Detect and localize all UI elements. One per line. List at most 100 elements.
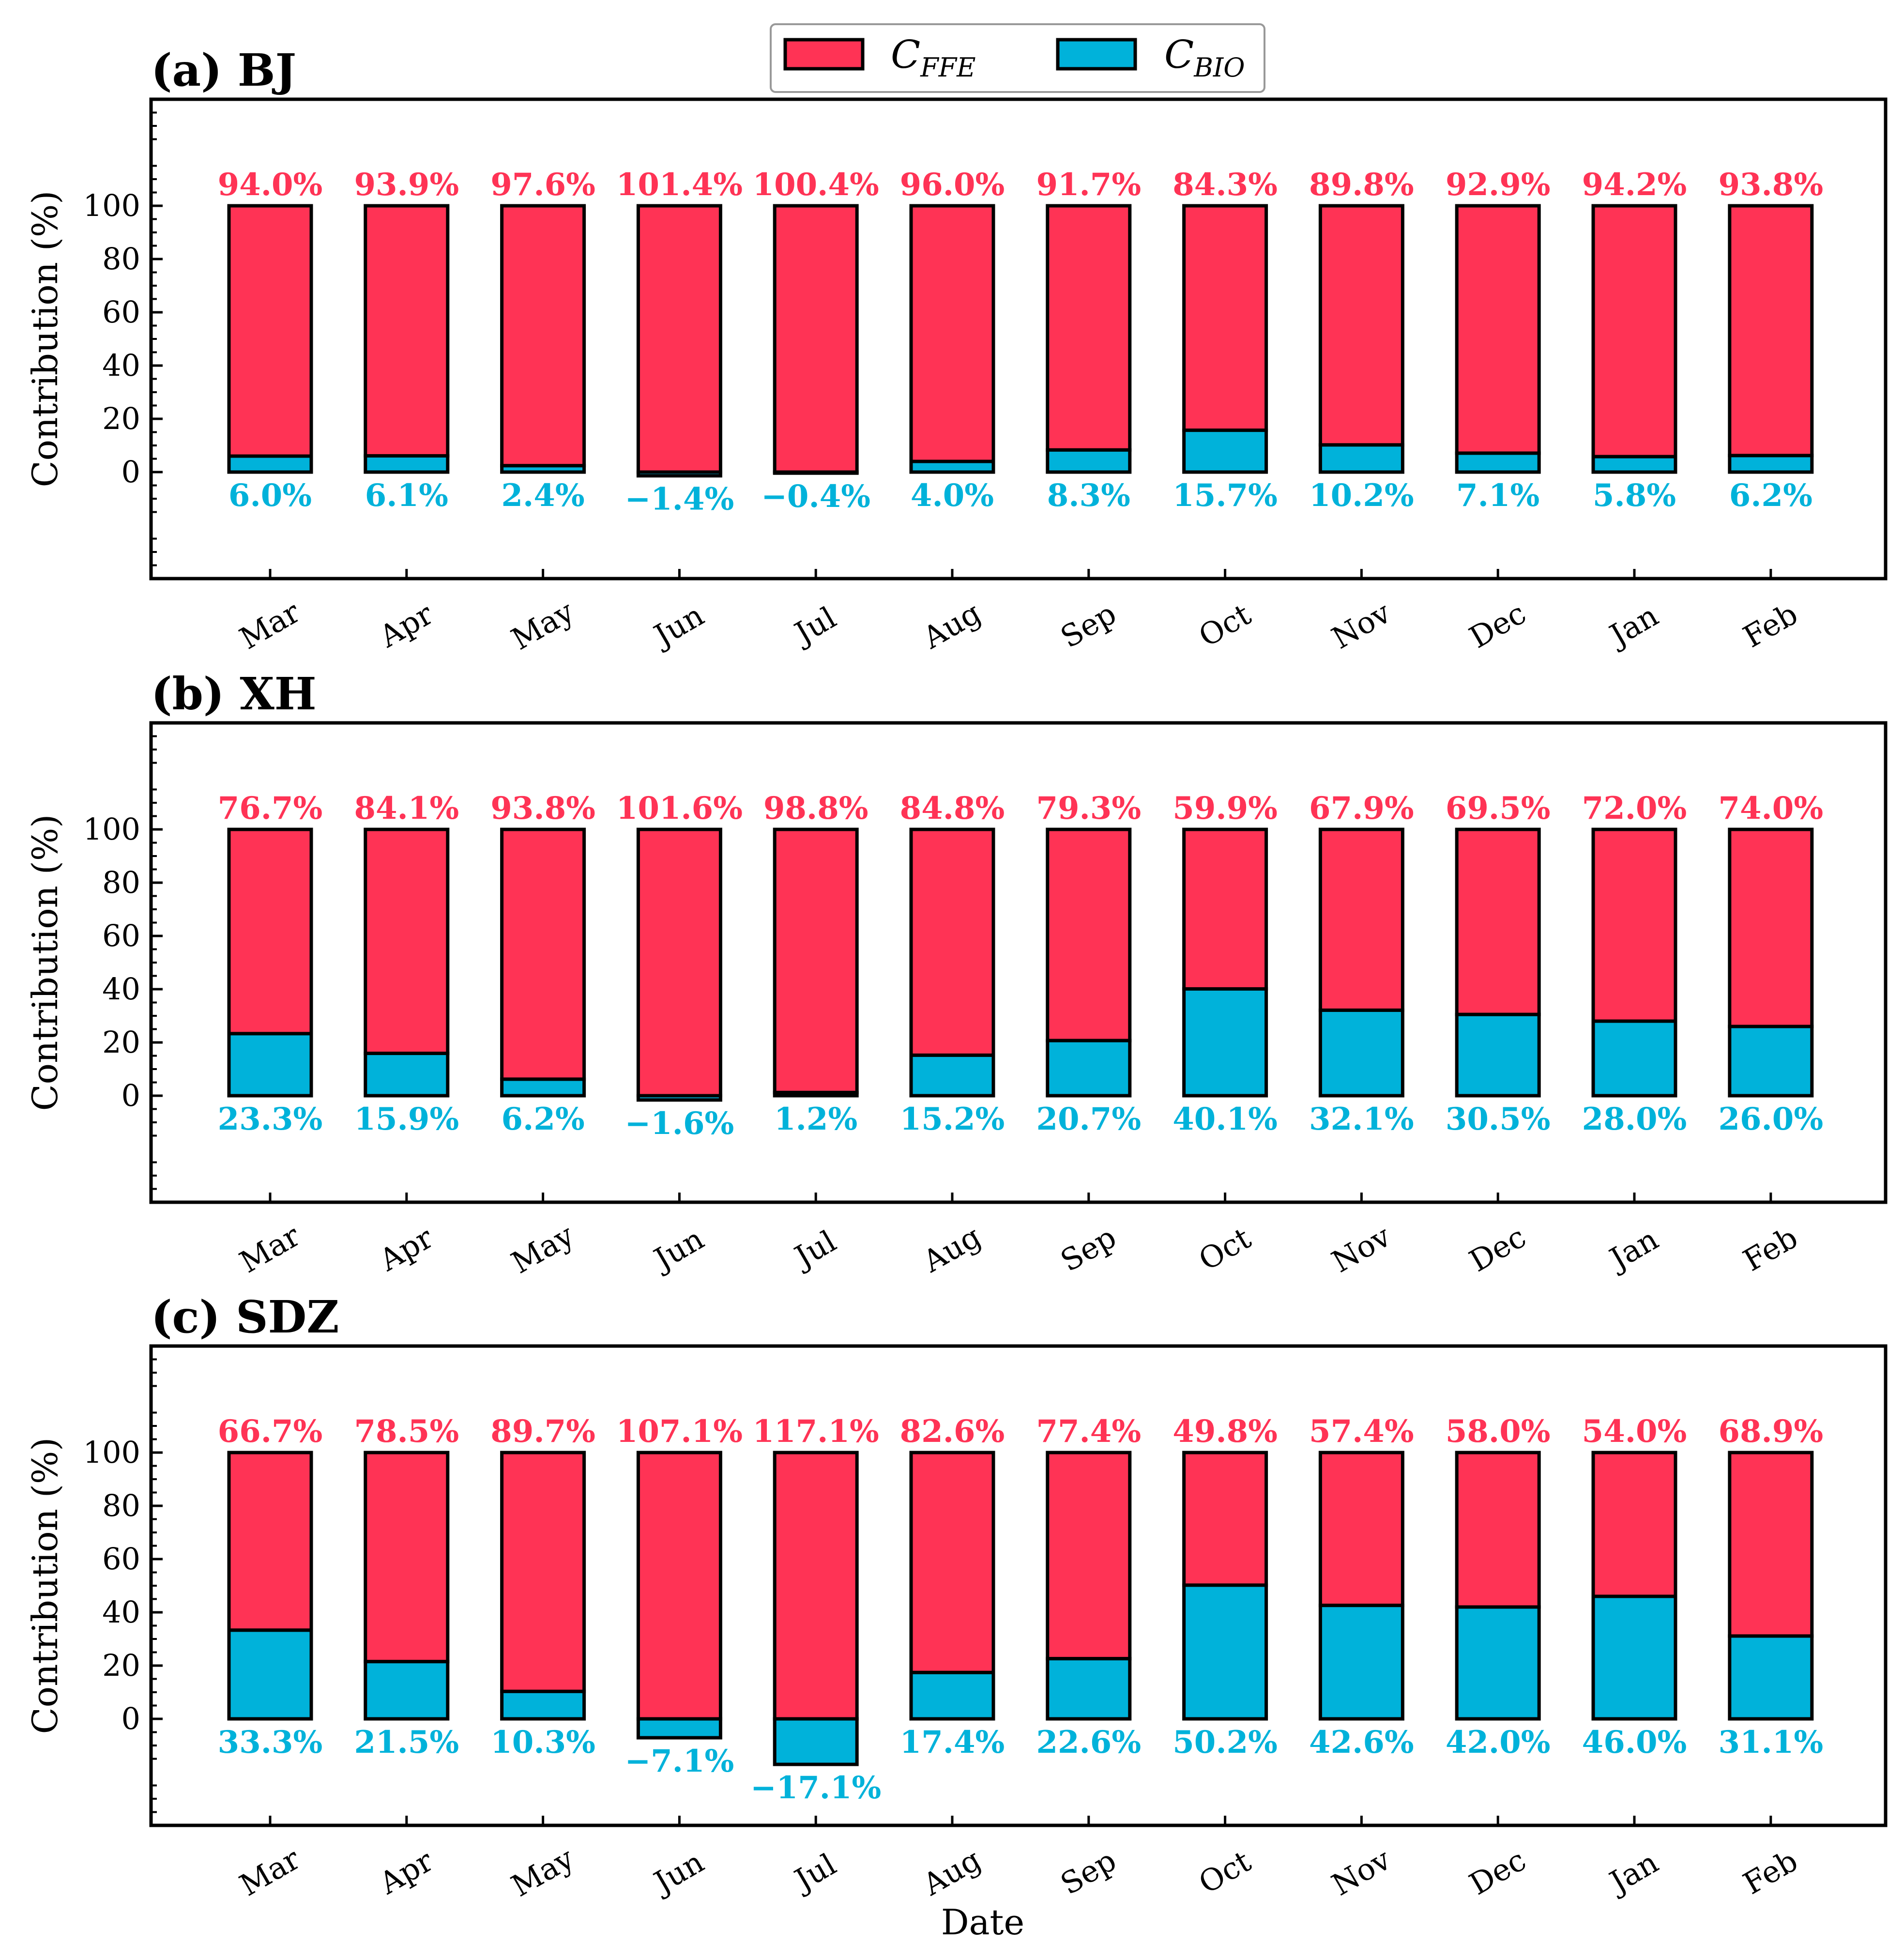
panel-title: (b) XH xyxy=(151,668,317,720)
label-ffe: 94.0% xyxy=(218,167,323,203)
label-ffe: 68.9% xyxy=(1718,1413,1823,1450)
y-tick-label: 40 xyxy=(102,1594,140,1630)
bar-bio xyxy=(364,1660,450,1721)
label-bio: 6.1% xyxy=(365,477,448,514)
label-ffe: 89.7% xyxy=(490,1413,595,1450)
label-ffe: 107.1% xyxy=(616,1413,743,1450)
bar-bio xyxy=(1591,1019,1677,1098)
label-bio: 26.0% xyxy=(1718,1101,1823,1137)
label-bio: 15.2% xyxy=(900,1101,1005,1137)
y-tick-label: 20 xyxy=(102,401,140,436)
label-bio: 10.3% xyxy=(490,1724,595,1760)
bar-bio xyxy=(364,1052,450,1098)
label-ffe: 69.5% xyxy=(1446,790,1551,827)
bar-ffe xyxy=(1591,204,1677,459)
bar-bio xyxy=(1318,443,1404,474)
bar-ffe xyxy=(1455,204,1541,455)
bar-group-jun: 101.6% −1.6% Jun xyxy=(616,790,743,1278)
label-bio: 4.0% xyxy=(911,477,994,514)
bar-group-feb: 74.0% 26.0% Feb xyxy=(1718,790,1823,1278)
bar-bio xyxy=(500,464,586,474)
panel-2: (b) XH 0 20 40 60 80 100 Contribution (%) 76.7% 2… xyxy=(25,668,1888,1281)
label-bio: 8.3% xyxy=(1047,477,1130,514)
bar-ffe xyxy=(636,204,722,474)
y-tick-label: 0 xyxy=(122,454,140,490)
label-ffe: 72.0% xyxy=(1582,790,1687,827)
label-bio: −0.4% xyxy=(761,478,870,515)
x-tick-label: Jun xyxy=(646,597,710,655)
bar-ffe xyxy=(227,1451,313,1632)
bar-ffe xyxy=(909,204,995,463)
legend-label-bio: CBIO xyxy=(1164,32,1245,83)
bar-ffe xyxy=(1318,204,1404,447)
bar-group-mar: 66.7% 33.3% Mar xyxy=(218,1413,323,1903)
label-ffe: 67.9% xyxy=(1309,790,1414,827)
x-tick-label: Apr xyxy=(373,596,439,655)
bar-group-apr: 84.1% 15.9% Apr xyxy=(354,790,459,1278)
bar-ffe xyxy=(909,1451,995,1674)
x-tick-label: Nov xyxy=(1326,595,1397,656)
bar-group-aug: 82.6% 17.4% Aug xyxy=(900,1413,1005,1903)
label-ffe: 89.8% xyxy=(1309,167,1414,203)
label-ffe: 98.8% xyxy=(763,790,868,827)
bar-group-aug: 84.8% 15.2% Aug xyxy=(900,790,1005,1280)
bar-ffe xyxy=(1046,204,1132,452)
bar-group-dec: 92.9% 7.1% Dec xyxy=(1446,167,1551,655)
bar-bio xyxy=(773,1717,859,1766)
label-bio: 30.5% xyxy=(1446,1101,1551,1137)
x-tick-label: Jun xyxy=(646,1221,710,1279)
label-bio: 40.1% xyxy=(1173,1101,1278,1137)
y-tick-label: 40 xyxy=(102,971,140,1007)
y-tick-label: 0 xyxy=(122,1701,140,1736)
x-tick-label: Jan xyxy=(1601,1844,1664,1901)
bar-ffe xyxy=(1591,827,1677,1023)
x-tick-label: Jul xyxy=(786,1847,842,1899)
bar-bio xyxy=(1182,1583,1268,1721)
bar-ffe xyxy=(1318,827,1404,1012)
bar-group-oct: 59.9% 40.1% Oct xyxy=(1173,790,1278,1278)
bar-bio xyxy=(1046,1657,1132,1721)
panel-title: (a) BJ xyxy=(151,44,296,96)
label-bio: −17.1% xyxy=(750,1770,881,1806)
label-ffe: 94.2% xyxy=(1582,167,1687,203)
label-ffe: 84.8% xyxy=(900,790,1005,827)
label-ffe: 57.4% xyxy=(1309,1413,1414,1450)
y-tick-label: 100 xyxy=(83,188,140,223)
bar-bio xyxy=(1591,455,1677,474)
bar-group-jun: 107.1% −7.1% Jun xyxy=(616,1413,743,1901)
x-tick-label: May xyxy=(505,1840,580,1904)
y-tick-label: 20 xyxy=(102,1648,140,1683)
label-bio: 21.5% xyxy=(354,1724,459,1760)
bar-ffe xyxy=(1728,204,1814,458)
bar-bio xyxy=(1182,987,1268,1098)
label-ffe: 84.1% xyxy=(354,790,459,827)
legend: CFFE CBIO xyxy=(770,23,1265,93)
bar-ffe xyxy=(773,204,859,474)
panels: (a) BJ 0 20 40 60 80 100 Contribution (%) 94.0% 6… xyxy=(25,44,1888,1904)
x-tick-label: Feb xyxy=(1737,596,1804,655)
bar-group-mar: 94.0% 6.0% Mar xyxy=(218,167,323,657)
x-tick-label: Sep xyxy=(1054,1842,1122,1902)
bar-bio xyxy=(500,1077,586,1098)
x-tick-label: Jan xyxy=(1601,597,1664,654)
bar-ffe xyxy=(636,827,722,1098)
x-tick-label: Apr xyxy=(373,1843,439,1901)
label-bio: 15.9% xyxy=(354,1101,459,1137)
bar-group-jul: 100.4% −0.4% Jul xyxy=(753,167,879,652)
label-ffe: 100.4% xyxy=(753,167,879,203)
bar-bio xyxy=(636,470,722,478)
bar-group-jul: 98.8% 1.2% Jul xyxy=(763,790,868,1276)
x-tick-label: Mar xyxy=(234,594,306,656)
bar-ffe xyxy=(773,1451,859,1721)
legend-frame xyxy=(770,23,1265,93)
y-tick-label: 100 xyxy=(83,1435,140,1470)
bar-group-may: 93.8% 6.2% May xyxy=(490,790,595,1281)
bar-bio xyxy=(909,1670,995,1721)
label-bio: 32.1% xyxy=(1309,1101,1414,1137)
bar-bio xyxy=(1182,429,1268,474)
label-bio: 31.1% xyxy=(1718,1724,1823,1760)
x-tick-label: Dec xyxy=(1463,595,1532,655)
bar-bio xyxy=(773,470,859,475)
y-tick-label: 80 xyxy=(102,865,140,900)
label-ffe: 58.0% xyxy=(1446,1413,1551,1450)
